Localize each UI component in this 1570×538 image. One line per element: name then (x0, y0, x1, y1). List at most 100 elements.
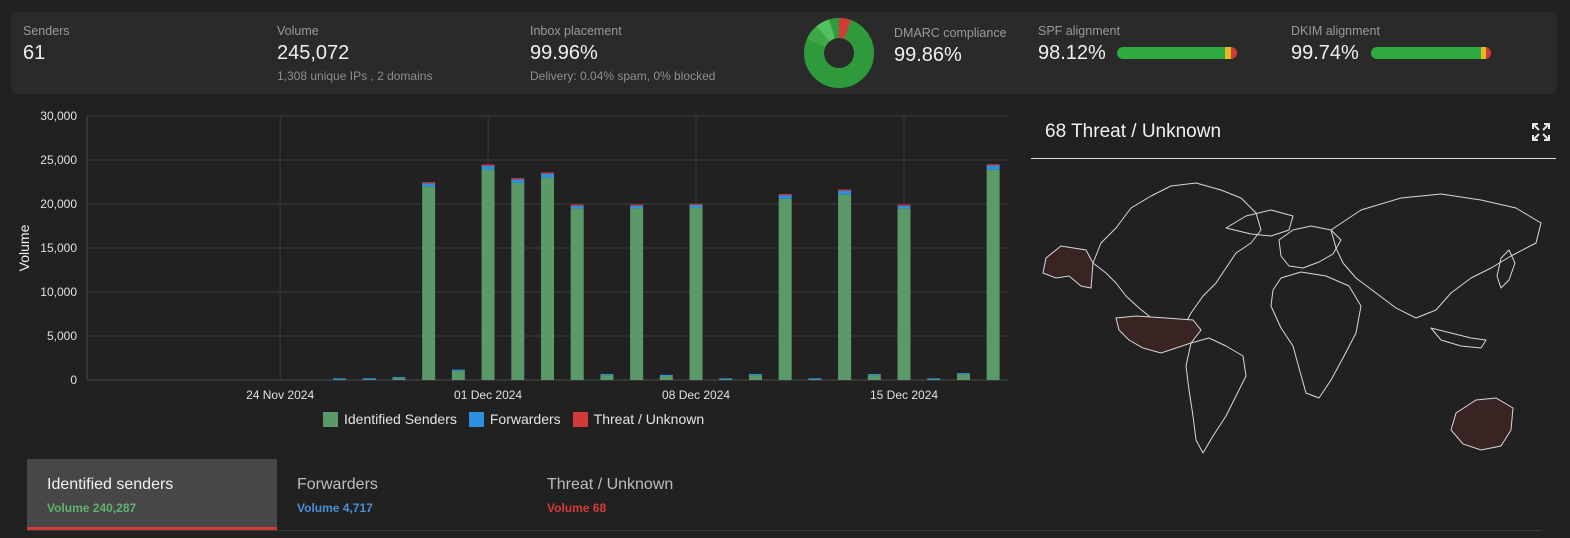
bar-forwarders (511, 179, 525, 183)
bar-identified-senders (986, 169, 1000, 380)
world-map (1042, 182, 1542, 454)
tab-threat-name: Threat / Unknown (547, 476, 674, 493)
legend-swatch-threat (572, 411, 588, 427)
tab-forwarders-volume: Volume 4,717 (297, 501, 373, 515)
bar-forwarders (748, 373, 762, 376)
stats-panel: Senders 61 Volume 245,072 1,308 unique I… (11, 12, 1557, 94)
asia (1330, 193, 1542, 319)
dkim-label: DKIM alignment (1291, 24, 1380, 38)
senders-label: Senders (23, 24, 70, 38)
bar-threat-unknown (689, 203, 703, 205)
bar-threat-unknown (481, 164, 495, 166)
bar-forwarders (333, 378, 347, 380)
bar-threat-unknown (511, 178, 525, 180)
bar-identified-senders (481, 169, 495, 380)
y-tick-label: 5,000 (47, 329, 77, 343)
y-tick-label: 0 (70, 373, 77, 387)
bar-identified-senders (927, 379, 941, 380)
africa (1270, 271, 1362, 399)
bar-identified-senders (422, 186, 436, 380)
bar-identified-senders (956, 374, 970, 380)
legend-identified[interactable]: Identified Senders (323, 411, 457, 427)
tab-threat-volume: Volume 68 (547, 501, 607, 515)
bar-threat-unknown (422, 182, 436, 184)
inbox-label: Inbox placement (530, 24, 622, 38)
bar-threat-unknown (778, 194, 792, 196)
bar-threat-unknown (630, 204, 644, 206)
bar-forwarders (541, 173, 554, 178)
bar-identified-senders (748, 375, 762, 380)
bar-identified-senders (511, 182, 525, 380)
bar-identified-senders (808, 379, 822, 380)
expand-icon[interactable] (1531, 122, 1551, 142)
bar-forwarders (451, 369, 465, 371)
bar-identified-senders (897, 208, 911, 380)
bar-identified-senders (362, 379, 376, 380)
spf-stat: SPF alignment 98.12% (1038, 24, 1120, 65)
volume-stat: Volume 245,072 1,308 unique IPs , 2 doma… (277, 24, 432, 83)
x-tick-label: 08 Dec 2024 (662, 388, 730, 402)
south-america (1185, 337, 1247, 454)
bar-identified-senders (451, 370, 465, 380)
bar-threat-unknown (541, 172, 554, 174)
bar-threat-unknown (897, 204, 911, 206)
volume-label: Volume (277, 24, 319, 38)
map-title: 68 Threat / Unknown (1045, 121, 1222, 142)
tab-forwarders-name: Forwarders (297, 476, 378, 493)
y-tick-label: 20,000 (40, 197, 77, 211)
x-tick-label: 24 Nov 2024 (246, 388, 314, 402)
bar-forwarders (778, 195, 792, 199)
y-axis-label: Volume (16, 224, 32, 271)
usa-highlight (1115, 315, 1202, 354)
dkim-bar (1371, 47, 1491, 59)
japan (1496, 249, 1516, 289)
legend-forwarders-label: Forwarders (489, 411, 561, 427)
dmarc-label: DMARC compliance (894, 26, 1007, 40)
legend-swatch-identified (323, 411, 338, 427)
dmarc-donut (804, 18, 874, 88)
tab-threat-unknown[interactable]: Threat / Unknown Volume 68 (527, 459, 777, 530)
volume-sub: 1,308 unique IPs , 2 domains (277, 69, 433, 83)
bar-forwarders (719, 378, 733, 380)
inbox-stat: Inbox placement 99.96% Delivery: 0.04% s… (530, 24, 715, 83)
dkim-value: 99.74% (1291, 42, 1359, 64)
x-tick-label: 01 Dec 2024 (454, 388, 522, 402)
bar-forwarders (927, 378, 941, 380)
bar-forwarders (838, 190, 852, 195)
bar-forwarders (808, 378, 822, 380)
bar-forwarders (659, 374, 673, 377)
bar-identified-senders (570, 208, 584, 380)
bar-identified-senders (778, 198, 792, 380)
bar-forwarders (867, 373, 881, 376)
legend-threat-label: Threat / Unknown (593, 411, 705, 427)
legend-swatch-forwarders (468, 411, 484, 427)
bar-threat-unknown (986, 164, 1000, 166)
legend-threat[interactable]: Threat / Unknown (572, 411, 705, 427)
bar-forwarders (689, 204, 703, 208)
chart-legend: Identified Senders Forwarders Threat / U… (323, 411, 704, 427)
alaska-highlight (1042, 245, 1094, 289)
dkim-stat: DKIM alignment 99.74% (1291, 24, 1380, 65)
bar-identified-senders (541, 177, 554, 380)
y-tick-label: 25,000 (40, 153, 77, 167)
tab-identified-volume: Volume 240,287 (47, 501, 137, 515)
bar-forwarders (630, 205, 644, 209)
map-divider (1031, 158, 1556, 159)
bar-forwarders (986, 165, 1000, 170)
spf-label: SPF alignment (1038, 24, 1120, 38)
y-tick-label: 15,000 (40, 241, 77, 255)
tab-identified-senders[interactable]: Identified senders Volume 240,287 (27, 459, 277, 530)
spf-value: 98.12% (1038, 42, 1106, 64)
legend-forwarders[interactable]: Forwarders (468, 411, 561, 427)
bar-forwarders (956, 373, 970, 375)
bar-identified-senders (600, 375, 614, 380)
europe (1278, 225, 1342, 269)
bar-threat-unknown (838, 189, 852, 191)
volume-chart: 0 5,000 10,000 15,000 20,000 25,000 30,000 24 N… (16, 109, 1008, 402)
bar-identified-senders (867, 375, 881, 380)
bar-identified-senders (838, 194, 852, 380)
bar-identified-senders (689, 207, 703, 380)
bar-forwarders (570, 205, 584, 209)
bar-forwarders (600, 373, 614, 376)
tab-forwarders[interactable]: Forwarders Volume 4,717 (277, 459, 527, 530)
